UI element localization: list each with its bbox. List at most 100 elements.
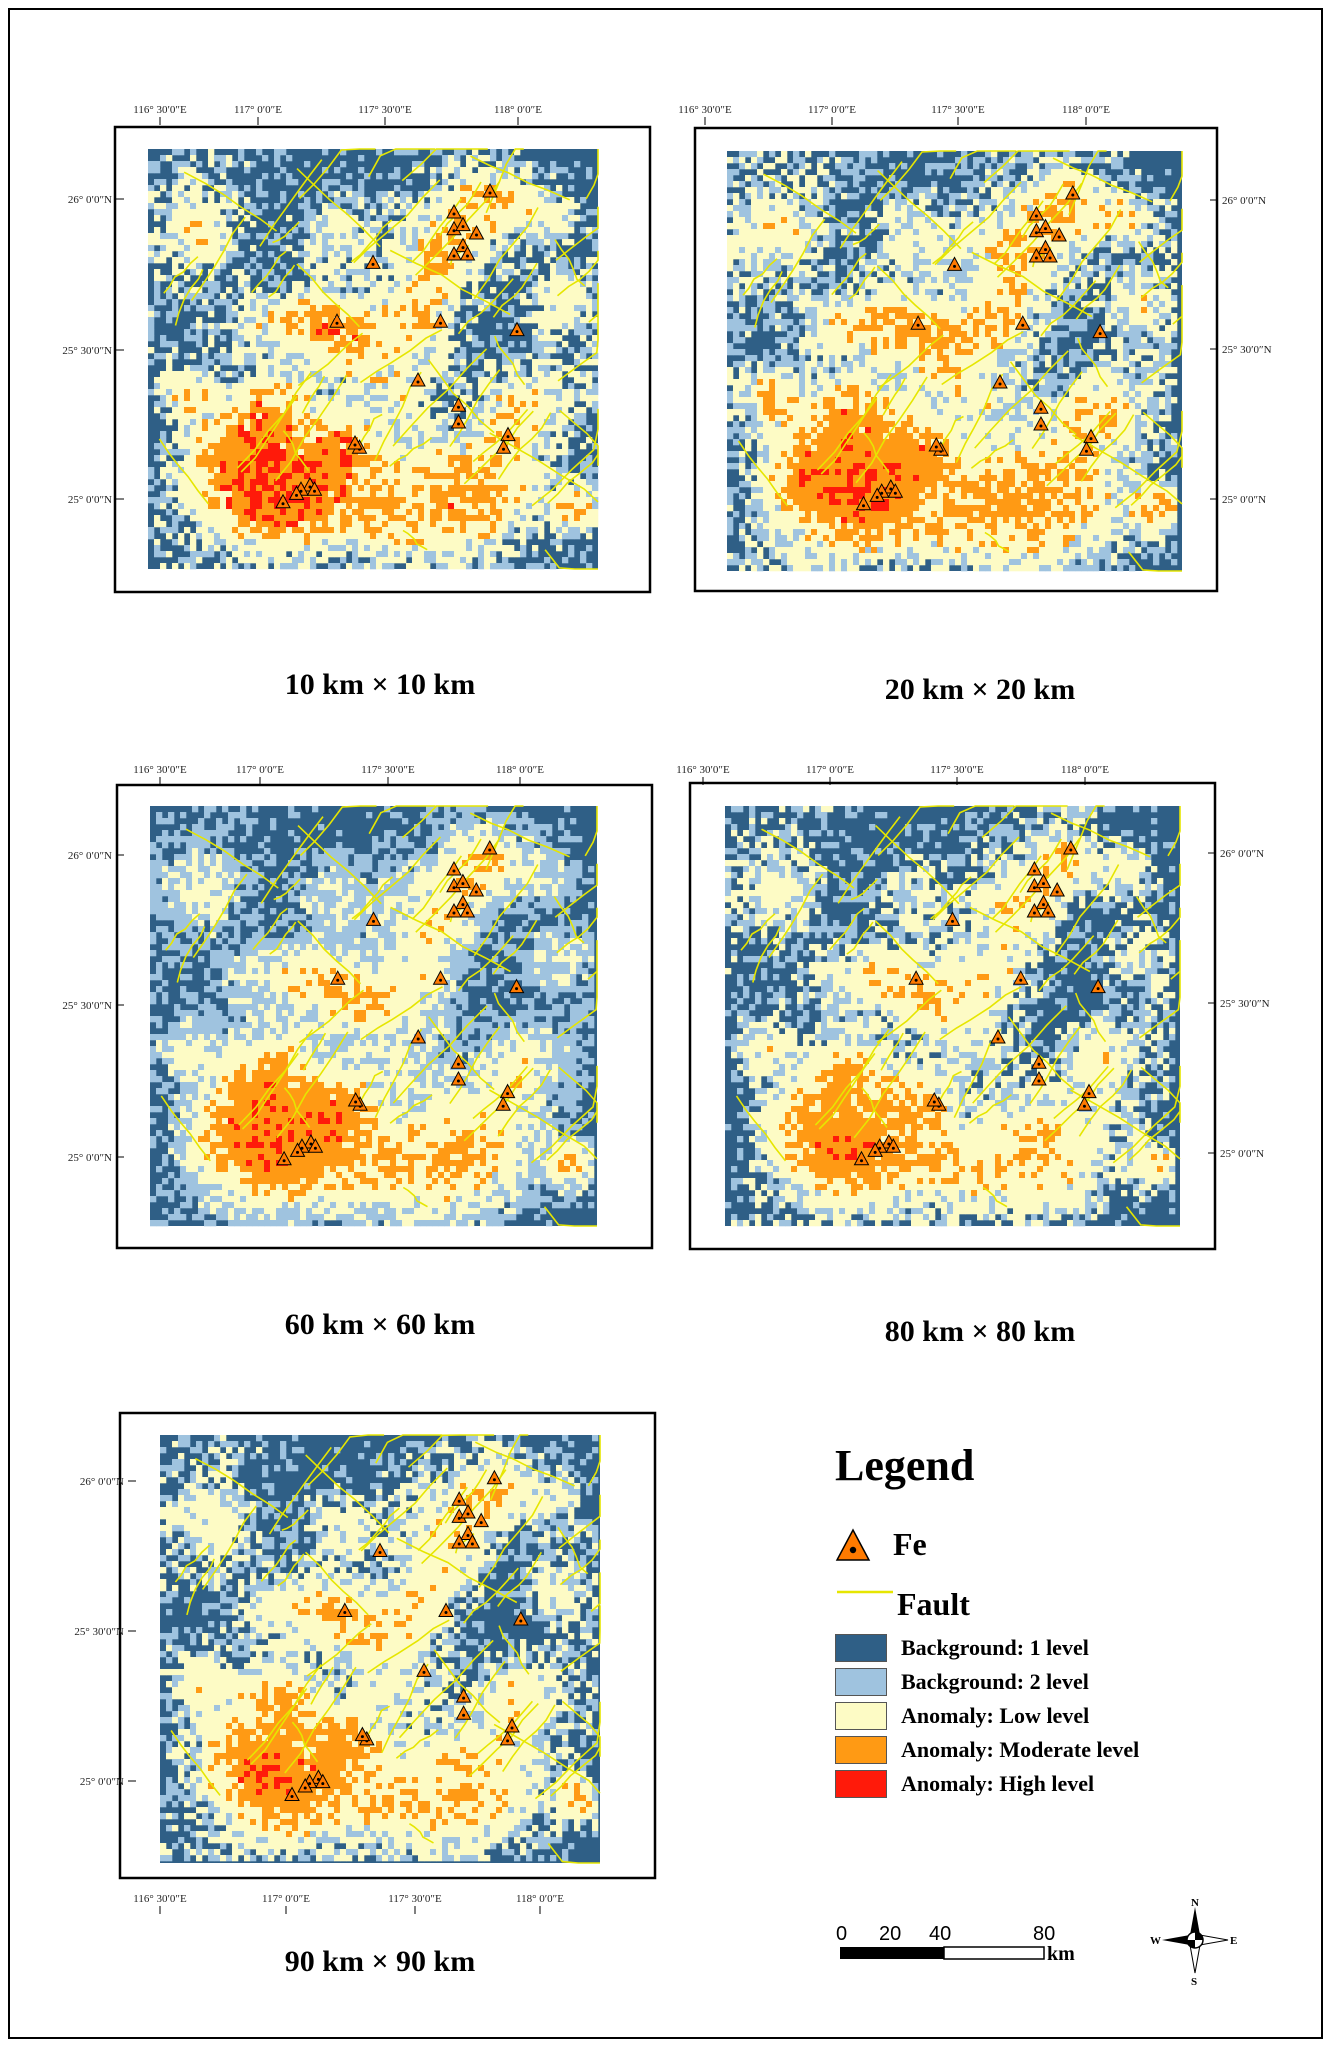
fault-line	[368, 148, 435, 178]
fe-deposit-marker	[306, 481, 323, 496]
fault-line	[547, 1843, 600, 1864]
fault-line	[469, 812, 570, 858]
fe-deposit-marker	[1026, 860, 1043, 876]
fault-line	[375, 1434, 443, 1464]
fault-line	[831, 252, 867, 296]
fault-line	[392, 1005, 488, 1104]
fault-line	[735, 1095, 787, 1162]
legend-label-bg2: Background: 2 level	[901, 1669, 1089, 1695]
fault-line	[763, 173, 857, 234]
fe-deposit-marker	[450, 1054, 467, 1069]
fault-line	[302, 1032, 327, 1071]
fault-line	[201, 1505, 257, 1590]
fe-deposit-marker	[289, 1142, 306, 1157]
fault-line	[402, 529, 428, 551]
map-panel-80km: 116° 30′0″E 117° 0′0″E 117° 30′0″E 118° 0′0…	[670, 753, 1315, 1263]
longitude-label: 118° 0′0″E	[516, 1893, 564, 1905]
fault-line	[1141, 316, 1183, 384]
fault-line	[1138, 907, 1181, 954]
fe-deposit-marker	[468, 881, 485, 897]
scale-bar-svg: 0 20 40 80 km	[836, 1923, 1075, 1965]
fault-line	[941, 331, 1024, 386]
panel-caption-60km: 60 km × 60 km	[180, 1308, 580, 1342]
fe-deposit-marker	[1040, 902, 1056, 918]
fault-line	[1142, 411, 1183, 468]
fe-deposit-marker	[459, 245, 476, 261]
fe-deposit-marker	[416, 1662, 432, 1677]
fault-line	[855, 376, 928, 484]
fault-line	[839, 161, 903, 249]
fault-line	[1172, 285, 1183, 325]
fault-line	[269, 921, 297, 955]
legend-item-low: Anomaly: Low level	[835, 1702, 1089, 1730]
latitude-label: 25° 30′0″N	[62, 1000, 112, 1012]
fault-line	[587, 1435, 601, 1487]
fe-deposit-marker	[867, 1142, 883, 1157]
fe-deposit-marker	[455, 216, 471, 232]
fault-line	[260, 1539, 297, 1582]
fe-deposit-marker	[990, 1028, 1006, 1044]
fault-line	[1066, 805, 1105, 871]
fault-line	[1068, 150, 1107, 216]
latitude-label: 25° 0′0″N	[68, 1152, 112, 1164]
latitude-label: 26° 0′0″N	[1222, 195, 1266, 207]
fault-line	[395, 1729, 439, 1759]
fault-line	[983, 150, 1070, 184]
fault-line	[492, 262, 538, 318]
fe-deposit-marker	[455, 873, 471, 889]
fault-line	[358, 1507, 400, 1551]
raster-map-area	[160, 1434, 601, 1864]
fe-deposit-marker	[372, 1542, 388, 1558]
fault-line	[982, 1186, 1008, 1208]
fe-deposit-marker	[944, 911, 961, 926]
longitude-label: 118° 0′0″E	[1062, 104, 1110, 116]
latitude-label: 26° 0′0″N	[80, 1476, 124, 1488]
legend-label-fe: Fe	[893, 1526, 927, 1563]
fault-line	[359, 329, 443, 384]
fault-line	[1070, 1089, 1181, 1160]
fault-line	[754, 271, 783, 328]
panel-caption-90km: 90 km × 90 km	[180, 1945, 580, 1979]
fe-deposit-marker	[869, 487, 885, 502]
fe-deposit-marker	[446, 203, 462, 219]
fault-line	[1128, 1110, 1181, 1161]
fault-line	[1056, 209, 1122, 302]
legend-swatch-bg1	[835, 1634, 887, 1662]
fault-line	[297, 920, 362, 985]
fault-line	[439, 181, 482, 237]
fault-line	[584, 806, 598, 857]
fe-deposit-marker	[1031, 1070, 1047, 1086]
fe-deposit-marker	[928, 436, 945, 452]
longitude-label: 116° 30′0″E	[133, 764, 187, 776]
fault-line	[558, 409, 599, 466]
fault-line	[296, 263, 361, 328]
map-panel-20km: 116° 30′0″E 117° 0′0″E 117° 30′0″E 118° 0′0…	[670, 95, 1315, 605]
fault-line	[1080, 414, 1135, 482]
fault-line	[984, 531, 1010, 553]
fault-line	[981, 805, 1068, 839]
fe-deposit-marker	[1014, 315, 1031, 330]
longitude-label: 117° 30′0″E	[388, 1893, 442, 1905]
fault-line	[1050, 812, 1151, 858]
fault-line	[492, 919, 538, 975]
fault-line	[1137, 241, 1169, 289]
fe-deposit-marker	[495, 439, 512, 454]
fault-line	[497, 412, 552, 480]
fault-line	[587, 940, 598, 980]
fe-deposit-marker	[1064, 184, 1081, 200]
raster-map-area	[150, 805, 598, 1227]
legend-item-bg2: Background: 2 level	[835, 1668, 1089, 1696]
fault-line	[969, 906, 1091, 973]
fault-line	[1076, 337, 1109, 388]
fault-line	[877, 170, 962, 250]
longitude-label: 117° 0′0″E	[806, 764, 854, 776]
fault-line	[389, 437, 433, 467]
panel-caption-10km: 10 km × 10 km	[180, 668, 580, 702]
fault-line	[497, 1551, 542, 1607]
fe-deposit-marker	[347, 434, 363, 450]
fault-line	[408, 1823, 434, 1844]
fe-deposit-marker	[336, 1602, 353, 1617]
fault-line	[737, 440, 789, 507]
fe-deposit-marker	[1042, 247, 1058, 263]
fault-line	[160, 1095, 211, 1162]
